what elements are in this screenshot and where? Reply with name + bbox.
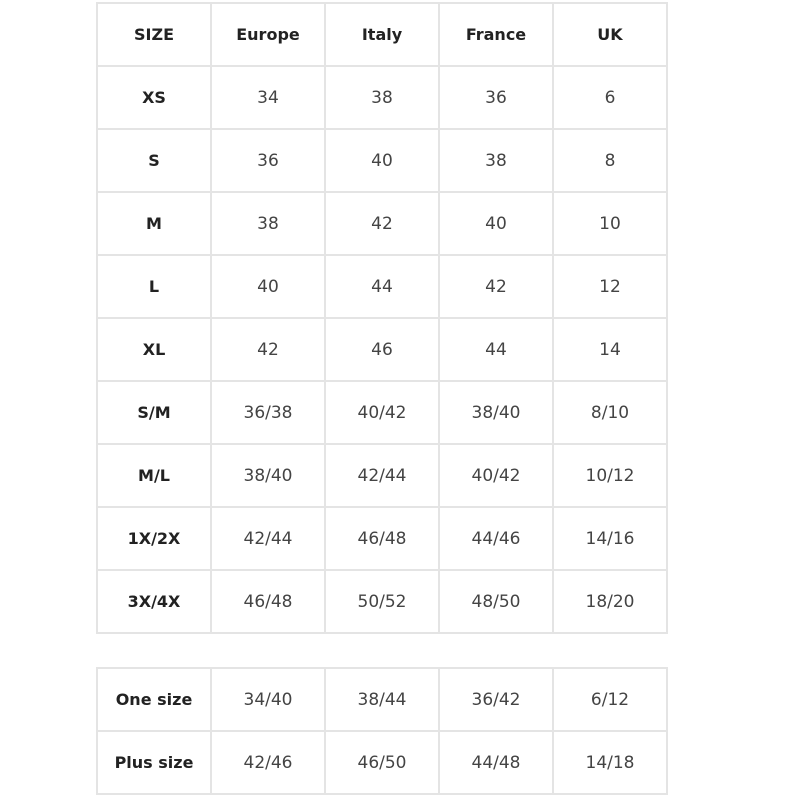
size-value: 12 bbox=[552, 254, 668, 319]
size-value: 38 bbox=[438, 128, 554, 193]
size-value: 38/44 bbox=[324, 667, 440, 732]
size-value: 10/12 bbox=[552, 443, 668, 508]
size-value: 34/40 bbox=[210, 667, 326, 732]
size-value: 46 bbox=[324, 317, 440, 382]
table-row: S/M 36/38 40/42 38/40 8/10 bbox=[96, 380, 668, 445]
table-row: One size 34/40 38/44 36/42 6/12 bbox=[96, 667, 668, 732]
column-header: SIZE bbox=[96, 2, 212, 67]
table-row: 3X/4X 46/48 50/52 48/50 18/20 bbox=[96, 569, 668, 634]
size-value: 8/10 bbox=[552, 380, 668, 445]
size-value: 14 bbox=[552, 317, 668, 382]
size-value: 6 bbox=[552, 65, 668, 130]
size-value: 44 bbox=[438, 317, 554, 382]
table-row: XS 34 38 36 6 bbox=[96, 65, 668, 130]
size-label: S bbox=[96, 128, 212, 193]
column-header: France bbox=[438, 2, 554, 67]
size-value: 14/18 bbox=[552, 730, 668, 795]
size-label: Plus size bbox=[96, 730, 212, 795]
size-label: L bbox=[96, 254, 212, 319]
table-row: L 40 44 42 12 bbox=[96, 254, 668, 319]
table-row: S 36 40 38 8 bbox=[96, 128, 668, 193]
size-chart-table: SIZE Europe Italy France UK XS 34 38 36 6 S 36 40 38… bbox=[96, 2, 668, 634]
column-header: Europe bbox=[210, 2, 326, 67]
size-label: 1X/2X bbox=[96, 506, 212, 571]
size-value: 38/40 bbox=[438, 380, 554, 445]
size-value: 42/44 bbox=[324, 443, 440, 508]
size-value: 38 bbox=[210, 191, 326, 256]
size-value: 40/42 bbox=[438, 443, 554, 508]
size-value: 38 bbox=[324, 65, 440, 130]
size-value: 48/50 bbox=[438, 569, 554, 634]
size-value: 46/48 bbox=[324, 506, 440, 571]
size-value: 36 bbox=[438, 65, 554, 130]
size-label: One size bbox=[96, 667, 212, 732]
header-row: SIZE Europe Italy France UK bbox=[96, 2, 668, 67]
size-value: 42/44 bbox=[210, 506, 326, 571]
size-value: 10 bbox=[552, 191, 668, 256]
size-value: 18/20 bbox=[552, 569, 668, 634]
size-value: 6/12 bbox=[552, 667, 668, 732]
size-value: 40 bbox=[210, 254, 326, 319]
size-value: 34 bbox=[210, 65, 326, 130]
size-value: 42 bbox=[438, 254, 554, 319]
size-value: 8 bbox=[552, 128, 668, 193]
size-value: 40 bbox=[438, 191, 554, 256]
table-row: XL 42 46 44 14 bbox=[96, 317, 668, 382]
size-value: 14/16 bbox=[552, 506, 668, 571]
size-value: 44 bbox=[324, 254, 440, 319]
size-value: 36/38 bbox=[210, 380, 326, 445]
size-value: 42 bbox=[324, 191, 440, 256]
column-header: UK bbox=[552, 2, 668, 67]
size-label: XL bbox=[96, 317, 212, 382]
size-value: 46/48 bbox=[210, 569, 326, 634]
size-value: 40 bbox=[324, 128, 440, 193]
size-label: M/L bbox=[96, 443, 212, 508]
column-header: Italy bbox=[324, 2, 440, 67]
size-value: 44/46 bbox=[438, 506, 554, 571]
size-label: S/M bbox=[96, 380, 212, 445]
size-label: M bbox=[96, 191, 212, 256]
size-label: 3X/4X bbox=[96, 569, 212, 634]
size-value: 36 bbox=[210, 128, 326, 193]
size-value: 42/46 bbox=[210, 730, 326, 795]
one-plus-size-table: One size 34/40 38/44 36/42 6/12 Plus size 42/4… bbox=[96, 667, 668, 795]
table-row: M/L 38/40 42/44 40/42 10/12 bbox=[96, 443, 668, 508]
size-value: 36/42 bbox=[438, 667, 554, 732]
size-value: 44/48 bbox=[438, 730, 554, 795]
table-row: 1X/2X 42/44 46/48 44/46 14/16 bbox=[96, 506, 668, 571]
table-row: Plus size 42/46 46/50 44/48 14/18 bbox=[96, 730, 668, 795]
size-value: 50/52 bbox=[324, 569, 440, 634]
size-value: 46/50 bbox=[324, 730, 440, 795]
size-value: 40/42 bbox=[324, 380, 440, 445]
size-value: 42 bbox=[210, 317, 326, 382]
table-row: M 38 42 40 10 bbox=[96, 191, 668, 256]
size-value: 38/40 bbox=[210, 443, 326, 508]
size-label: XS bbox=[96, 65, 212, 130]
